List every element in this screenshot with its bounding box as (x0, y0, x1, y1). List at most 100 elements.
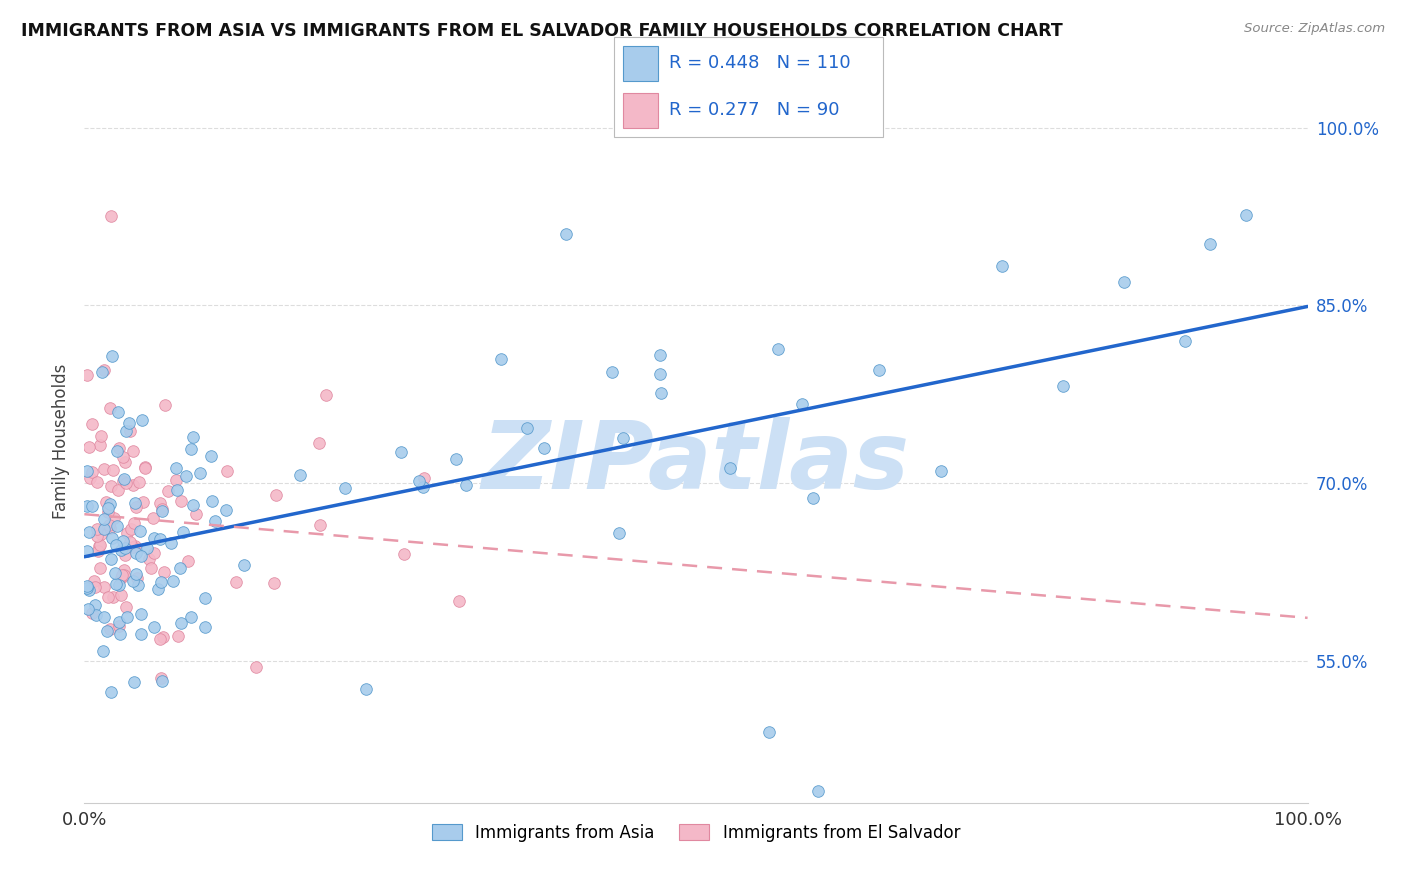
Point (139, 560, 162, 574)
Point (215, 503, 238, 517)
Point (103, 463, 125, 477)
Point (602, 365, 624, 379)
Point (110, 571, 132, 585)
Point (77, 440, 100, 454)
Point (149, 532, 172, 546)
Point (100, 684, 122, 698)
Point (408, 474, 430, 488)
Point (489, 351, 512, 366)
Point (308, 518, 330, 533)
Point (456, 478, 478, 492)
Point (118, 424, 141, 438)
Point (152, 674, 174, 689)
Point (100, 210, 122, 224)
Point (84, 598, 107, 612)
Bar (623, 45, 658, 81)
Point (991, 259, 1014, 273)
Point (122, 674, 145, 689)
Point (105, 443, 128, 458)
Point (149, 495, 172, 509)
Point (104, 566, 127, 581)
Point (103, 510, 125, 524)
Point (82, 499, 104, 513)
Point (98, 521, 121, 535)
Point (165, 461, 187, 475)
Point (167, 629, 190, 643)
Point (125, 566, 148, 581)
Point (97, 505, 120, 519)
Point (100, 479, 122, 493)
Point (162, 574, 184, 588)
Point (89, 537, 111, 551)
Point (146, 582, 169, 596)
Point (149, 574, 172, 589)
Point (93, 523, 115, 537)
Point (157, 483, 180, 498)
Point (86, 475, 108, 490)
Point (112, 563, 135, 577)
Point (107, 615, 129, 630)
Point (356, 681, 378, 696)
Point (232, 558, 254, 573)
Point (128, 524, 150, 538)
Point (115, 525, 138, 540)
Point (90, 526, 112, 541)
Point (76, 499, 98, 513)
Point (131, 413, 153, 427)
Point (263, 576, 285, 591)
Point (118, 535, 141, 549)
Point (142, 620, 165, 634)
Point (97, 590, 120, 604)
Point (107, 619, 129, 633)
Point (166, 483, 188, 497)
Point (149, 632, 172, 646)
Point (89, 438, 111, 452)
Point (93, 511, 115, 525)
Point (91, 644, 114, 658)
Point (124, 496, 146, 510)
Point (80, 465, 103, 479)
Point (76, 464, 98, 478)
Point (131, 626, 153, 640)
Point (128, 475, 150, 489)
Point (412, 471, 434, 485)
Point (150, 504, 173, 518)
Point (108, 441, 131, 455)
Point (105, 519, 128, 533)
Point (245, 659, 267, 673)
Text: ZIPatlas: ZIPatlas (482, 417, 910, 509)
Point (204, 515, 226, 529)
Point (308, 436, 330, 450)
Point (152, 502, 174, 516)
Point (153, 398, 176, 412)
Point (1114, 275, 1136, 289)
Point (77, 602, 100, 616)
Point (607, 526, 630, 541)
Point (96, 624, 118, 639)
Point (112, 567, 135, 582)
Point (389, 445, 412, 459)
Text: R = 0.448   N = 110: R = 0.448 N = 110 (669, 54, 851, 72)
Point (107, 405, 129, 419)
Point (142, 531, 165, 545)
Point (132, 495, 155, 509)
Point (77, 525, 100, 540)
Point (134, 459, 156, 474)
Point (758, 724, 780, 739)
Point (136, 541, 159, 555)
Point (114, 541, 136, 556)
Point (76, 368, 98, 382)
Point (225, 574, 247, 589)
Point (122, 516, 145, 530)
Point (200, 494, 222, 508)
Point (94, 495, 117, 509)
Point (153, 566, 176, 580)
Point (76, 581, 98, 595)
Point (87, 539, 110, 553)
Point (86, 522, 108, 536)
Point (89, 561, 111, 575)
Y-axis label: Family Households: Family Households (52, 364, 70, 519)
Point (112, 533, 135, 548)
Point (288, 467, 311, 482)
Point (516, 420, 538, 434)
